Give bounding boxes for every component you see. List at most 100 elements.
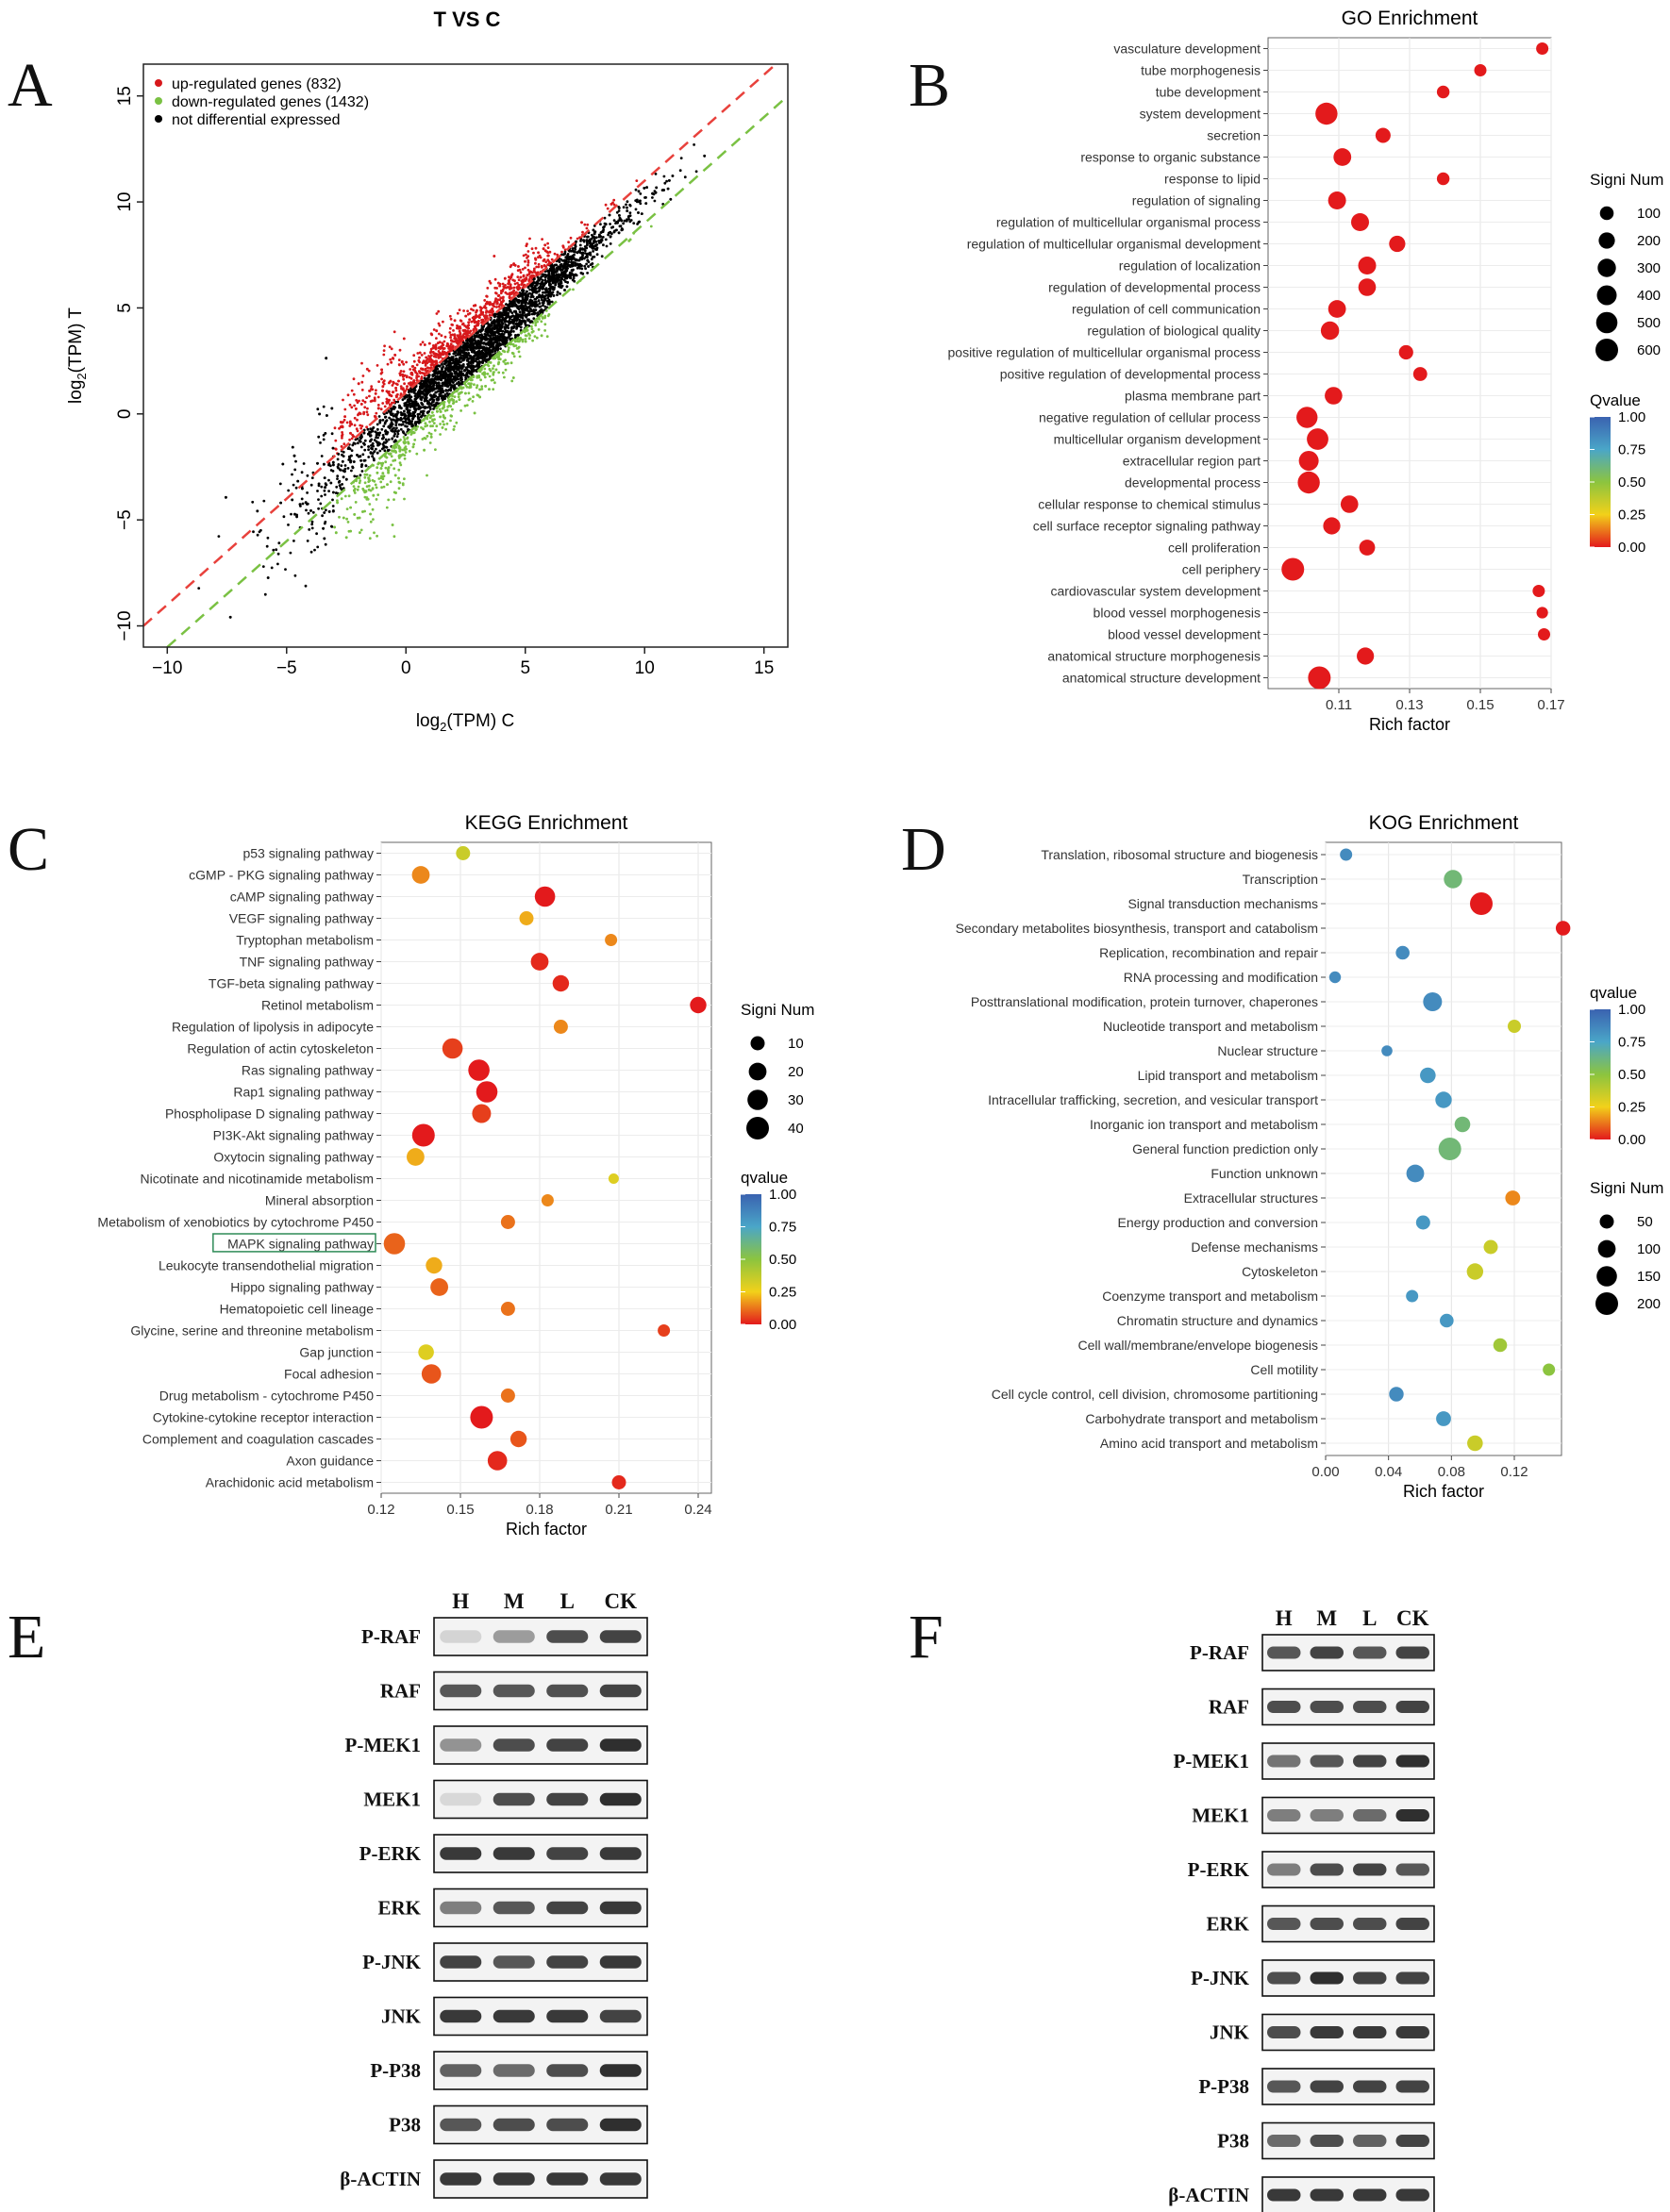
gene-point [433,418,436,421]
gene-point [510,303,514,306]
gene-point [386,362,390,366]
gene-point [402,337,406,341]
gene-point [559,258,562,261]
gene-point [547,291,550,294]
gene-point [381,437,384,441]
gene-point [341,434,343,438]
gene-point [493,381,496,385]
chart-a-points [197,143,707,619]
gene-point [530,292,533,296]
gene-point [478,353,481,357]
gene-point [554,283,558,287]
gene-point [366,427,370,431]
gene-point [308,528,311,531]
gene-point [323,511,326,514]
gene-point [602,225,605,229]
gene-point [432,414,435,417]
gene-point [402,436,406,439]
gene-point [482,341,486,345]
gene-point [360,380,364,384]
gene-point [517,278,521,282]
gene-point [429,394,433,398]
gene-point [418,356,421,359]
gene-point [418,391,422,394]
gene-point [441,346,444,350]
gene-point [316,461,319,465]
gene-point [517,265,520,268]
gene-point [415,376,418,380]
gene-point [424,406,426,409]
gene-point [535,265,539,269]
gene-point [534,258,538,261]
gene-point [397,363,401,366]
gene-point [568,275,572,279]
gene-point [490,324,493,327]
gene-point [340,464,343,467]
gene-point [383,405,387,408]
gene-point [407,414,410,418]
gene-point [522,254,526,258]
gene-point [425,356,428,359]
gene-point [452,401,456,405]
gene-point [456,325,459,329]
gene-point [474,304,477,308]
gene-point [567,241,570,244]
gene-point [377,477,381,480]
gene-point [418,419,422,423]
gene-point [423,343,426,346]
gene-point [438,388,442,391]
gene-point [496,345,500,349]
gene-point [395,435,399,439]
gene-point [415,452,419,456]
gene-point [526,268,530,272]
gene-point [556,280,559,283]
gene-point [548,288,552,291]
gene-point [306,474,309,477]
gene-point [477,349,481,353]
gene-point [427,384,430,388]
gene-point [558,260,561,263]
gene-point [515,317,519,321]
gene-point [390,394,393,398]
gene-point [583,264,587,268]
gene-point [524,314,527,317]
gene-point [292,454,296,457]
gene-point [322,405,326,408]
gene-point [553,252,557,256]
gene-point [442,320,444,324]
gene-point [479,308,483,312]
gene-point [458,308,461,311]
gene-point [418,407,422,410]
gene-point [488,279,492,283]
gene-point [530,247,534,251]
gene-point [225,495,227,499]
gene-point [435,398,439,401]
gene-point [436,341,440,344]
gene-point [493,364,495,368]
gene-point [522,301,525,305]
gene-point [389,423,392,426]
gene-point [623,219,626,223]
gene-point [493,313,496,316]
gene-point [417,405,421,407]
gene-point [585,246,589,250]
gene-point [421,341,425,344]
gene-point [504,341,508,345]
gene-point [332,491,335,494]
gene-point [536,313,540,317]
gene-point [428,381,431,385]
gene-point [615,210,619,214]
gene-point [514,334,517,337]
gene-point [452,398,455,402]
gene-point [393,353,396,357]
gene-point [398,406,401,409]
gene-point [612,203,616,207]
gene-point [372,426,376,429]
gene-point [538,279,541,282]
gene-point [475,386,478,390]
gene-point [371,441,375,445]
gene-point [470,378,474,382]
gene-point [492,304,495,308]
gene-point [511,352,515,356]
gene-point [609,235,612,239]
